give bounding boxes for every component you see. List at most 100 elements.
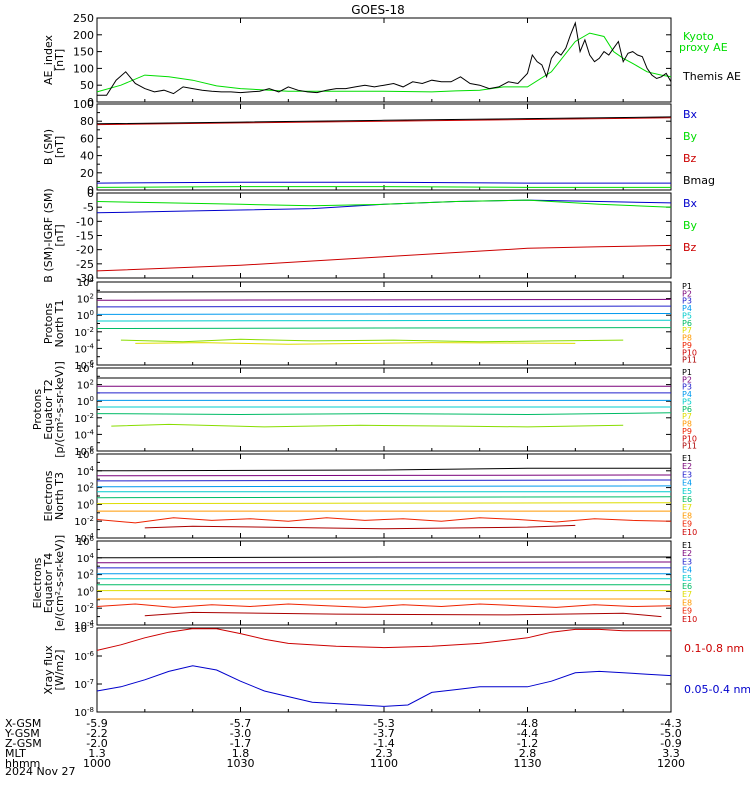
series-line-p7 <box>120 338 624 343</box>
legend-themis: Themis AE <box>682 70 741 83</box>
y-tick-label: 102 <box>77 482 94 495</box>
x-tick-value: 1.3 <box>88 747 106 760</box>
y-tick-label: 40 <box>80 150 94 163</box>
y-tick-label: 100 <box>77 585 94 598</box>
y-tick-label: 10-5 <box>74 622 94 635</box>
series-line-bmag <box>96 116 672 125</box>
x-row-label: MLT <box>5 747 26 760</box>
legend-e6: E6 <box>682 495 692 504</box>
legend-kyoto: proxy AE <box>679 41 728 54</box>
legend-p6: P6 <box>682 319 692 328</box>
x-tick-value: 1130 <box>514 757 542 770</box>
y-tick-label: 10-7 <box>74 678 94 691</box>
series-line-p6 <box>96 412 672 416</box>
x-tick-value: -1.4 <box>373 737 394 750</box>
y-tick-label: 10-4 <box>74 342 94 355</box>
x-tick-value: 2.3 <box>375 747 393 760</box>
series-line-e6 <box>96 496 672 499</box>
x-tick-value: -5.9 <box>86 717 107 730</box>
panel-xray: 10-8 10-7 10-6 10-5 Xray flux[W/m2] 0.1-0.8 n… <box>42 622 750 719</box>
y-axis-label: [nT] <box>53 49 66 71</box>
series-line-kyoto-proxy-ae <box>96 32 672 93</box>
y-tick-label: 10-4 <box>74 532 94 545</box>
y-tick-label: 100 <box>73 62 94 75</box>
x-tick-value: -2.2 <box>86 727 107 740</box>
panel-frame <box>96 192 672 279</box>
series-line-p5 <box>96 319 672 322</box>
series-line-by <box>96 199 672 208</box>
x-tick-value: -4.4 <box>517 727 538 740</box>
series-line-bz <box>96 244 672 272</box>
y-axis-label: Equator T2 <box>42 379 55 439</box>
y-tick-label: 106 <box>77 535 95 548</box>
y-tick-label: 102 <box>77 569 94 582</box>
legend-p6: P6 <box>682 405 692 414</box>
figure-title: GOES-18 <box>351 3 405 17</box>
y-axis-label: [W/m2] <box>53 650 66 691</box>
y-tick-label: 10-2 <box>74 515 94 528</box>
y-tick-label: 104 <box>77 362 95 375</box>
series-line-p6 <box>96 327 672 329</box>
panel-frame <box>96 281 672 366</box>
legend-p8: P8 <box>682 334 692 343</box>
legend-e1: E1 <box>682 454 692 463</box>
y-tick-label: -30 <box>76 272 94 285</box>
series-line-e1 <box>96 556 671 559</box>
x-tick-value: 1200 <box>657 757 685 770</box>
series-line-e10 <box>144 611 662 618</box>
y-tick-label: 50 <box>80 79 94 92</box>
series-line-p8 <box>135 342 576 345</box>
y-tick-label: 0 <box>87 187 94 200</box>
panel-frame <box>96 17 672 103</box>
x-tick-value: -1.2 <box>517 737 538 750</box>
legend-p5: P5 <box>682 311 692 320</box>
legend-e10: E10 <box>682 615 697 624</box>
series-line-p2 <box>96 298 672 301</box>
legend-bx: Bx <box>683 108 698 121</box>
series-line-bx <box>96 181 671 184</box>
series-line-0-1-0-8-nm <box>96 628 671 651</box>
y-axis-label: Protons <box>42 303 55 344</box>
y-tick-label: 20 <box>80 167 94 180</box>
y-tick-label: 250 <box>73 12 94 25</box>
x-row-label: X-GSM <box>5 717 41 730</box>
legend-e8: E8 <box>682 511 692 520</box>
y-tick-label: -25 <box>76 258 94 271</box>
y-tick-label: 10-6 <box>74 445 94 458</box>
legend-kyoto: Kyoto <box>683 30 714 43</box>
legend-p11: P11 <box>682 356 697 365</box>
series-line-p7 <box>111 423 624 428</box>
legend-p3: P3 <box>682 383 692 392</box>
legend-e7: E7 <box>682 503 692 512</box>
series-line-e10 <box>144 524 576 530</box>
panel-frame <box>96 367 672 452</box>
series-line-e9 <box>96 603 672 608</box>
legend-e3: E3 <box>682 470 692 479</box>
panel-frame <box>96 627 672 713</box>
y-tick-label: 102 <box>77 379 94 392</box>
legend-e7: E7 <box>682 590 692 599</box>
legend-e10: E10 <box>682 528 697 537</box>
panel-bsm: 0 20 40 60 80 100 B (SM)[nT] Bx By Bz Bmag <box>42 98 715 197</box>
series-line-e9 <box>96 517 672 524</box>
y-tick-label: -5 <box>83 201 94 214</box>
series-line-p3 <box>96 305 672 308</box>
y-tick-label: 0 <box>87 96 94 109</box>
legend-p4: P4 <box>682 390 692 399</box>
legend-bz: Bz <box>683 241 697 254</box>
legend-p7: P7 <box>682 412 692 421</box>
y-axis-label: [nT] <box>53 224 66 246</box>
y-tick-label: 10-6 <box>74 650 94 663</box>
y-tick-label: 104 <box>77 552 95 565</box>
legend-e2: E2 <box>682 462 692 471</box>
series-line-themis-ae <box>97 21 672 96</box>
y-tick-label: 10-6 <box>74 359 94 372</box>
series-line-e7 <box>96 502 672 505</box>
panel-frame <box>96 453 672 539</box>
x-tick-value: 2.8 <box>519 747 537 760</box>
y-tick-label: 102 <box>77 293 94 306</box>
series-line-e4 <box>96 485 672 488</box>
y-axis-label: Electrons <box>42 470 55 521</box>
